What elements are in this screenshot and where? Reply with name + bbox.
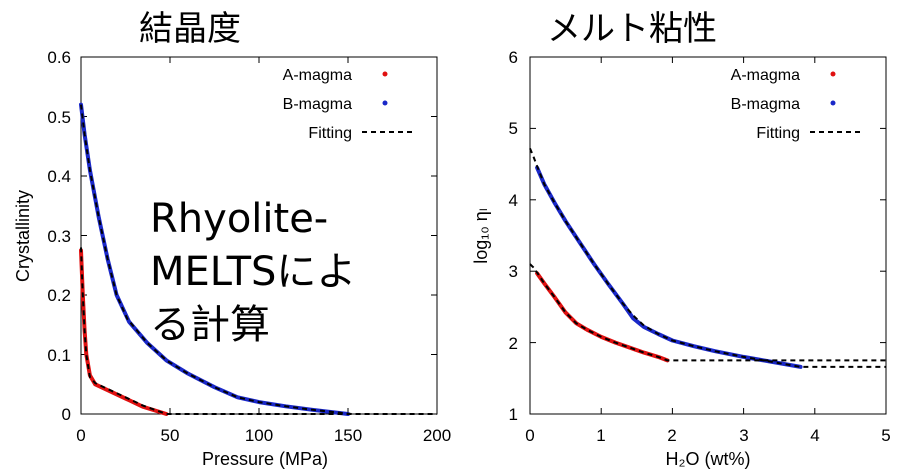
melt-viscosity-chart: メルト粘性 1 2 3 4 5 6 0 1 2 3 4 5 H₂O (wt%) … — [471, 9, 891, 469]
y-tick-label: 4 — [509, 191, 518, 210]
crystallinity-chart: 結晶度 0 0.1 0.2 0.3 0.4 0.5 0.6 0 50 100 1… — [13, 9, 451, 469]
y-tick-label: 0.2 — [47, 286, 71, 305]
x-tick-label: 0 — [525, 426, 534, 445]
legend-marker-a-magma — [830, 71, 836, 77]
legend-label-fitting: Fitting — [756, 125, 800, 142]
y-tick-label: 6 — [509, 48, 518, 67]
y-tick-label: 0.1 — [47, 346, 71, 365]
series-group-melt-viscosity — [529, 148, 886, 369]
x-axis-label-crystallinity: Pressure (MPa) — [202, 449, 328, 469]
x-tick-label: 1 — [596, 426, 605, 445]
series-line-fitting — [80, 104, 352, 415]
y-tick-labels-crystallinity: 0 0.1 0.2 0.3 0.4 0.5 0.6 — [47, 48, 71, 424]
x-tick-label: 150 — [334, 426, 362, 445]
x-tick-label: 2 — [667, 426, 676, 445]
x-axis-label-melt-viscosity: H₂O (wt%) — [666, 449, 751, 469]
y-axis-label-melt-viscosity: log₁₀ ηₗ — [471, 208, 491, 264]
legend-label-b-magma: B-magma — [283, 96, 352, 113]
annotation-rhyolite-melts: Rhyolite- MELTSによ る計算 — [150, 196, 356, 348]
annotation-line: る計算 — [150, 302, 270, 348]
tick-marks-melt-viscosity — [529, 56, 887, 415]
x-tick-label: 3 — [739, 426, 748, 445]
legend-label-b-magma: B-magma — [731, 96, 800, 113]
series-line-a-magma — [535, 271, 670, 363]
x-tick-label: 5 — [881, 426, 890, 445]
annotation-line: Rhyolite- — [150, 196, 328, 242]
x-tick-label: 4 — [810, 426, 819, 445]
legend-melt-viscosity: A-magma B-magma Fitting — [731, 67, 860, 142]
plot-frame-melt-viscosity — [529, 56, 887, 415]
y-tick-label: 2 — [509, 334, 518, 353]
y-tick-label: 5 — [509, 119, 518, 138]
chart-title-crystallinity: 結晶度 — [139, 9, 241, 49]
y-tick-label: 3 — [509, 262, 518, 281]
series-line-fitting — [529, 263, 886, 362]
annotation-line: MELTSによ — [150, 249, 356, 295]
x-tick-labels-crystallinity: 0 50 100 150 200 — [76, 426, 451, 445]
y-tick-label: 1 — [509, 405, 518, 424]
legend-marker-b-magma — [830, 100, 836, 106]
y-tick-label: 0.4 — [47, 167, 71, 186]
x-tick-label: 50 — [161, 426, 180, 445]
y-tick-labels-melt-viscosity: 1 2 3 4 5 6 — [509, 48, 518, 424]
legend-crystallinity: A-magma B-magma Fitting — [283, 67, 412, 142]
legend-marker-b-magma — [382, 100, 388, 106]
y-axis-label-crystallinity: Crystallinity — [13, 190, 33, 282]
legend-label-a-magma: A-magma — [731, 67, 800, 84]
legend-label-fitting: Fitting — [308, 125, 352, 142]
series-line-fitting — [80, 247, 437, 415]
series-line-fitting — [529, 148, 886, 368]
y-tick-label: 0 — [62, 405, 71, 424]
series-line-b-magma — [535, 165, 803, 369]
y-tick-label: 0.6 — [47, 48, 71, 67]
x-tick-label: 200 — [423, 426, 451, 445]
x-tick-labels-melt-viscosity: 0 1 2 3 4 5 — [525, 426, 890, 445]
legend-label-a-magma: A-magma — [283, 67, 352, 84]
x-tick-label: 100 — [245, 426, 273, 445]
x-tick-label: 0 — [76, 426, 85, 445]
series-group-crystallinity — [79, 102, 437, 416]
chart-title-melt-viscosity: メルト粘性 — [547, 9, 717, 49]
y-tick-label: 0.3 — [47, 227, 71, 246]
y-tick-label: 0.5 — [47, 108, 71, 127]
legend-marker-a-magma — [382, 71, 388, 77]
